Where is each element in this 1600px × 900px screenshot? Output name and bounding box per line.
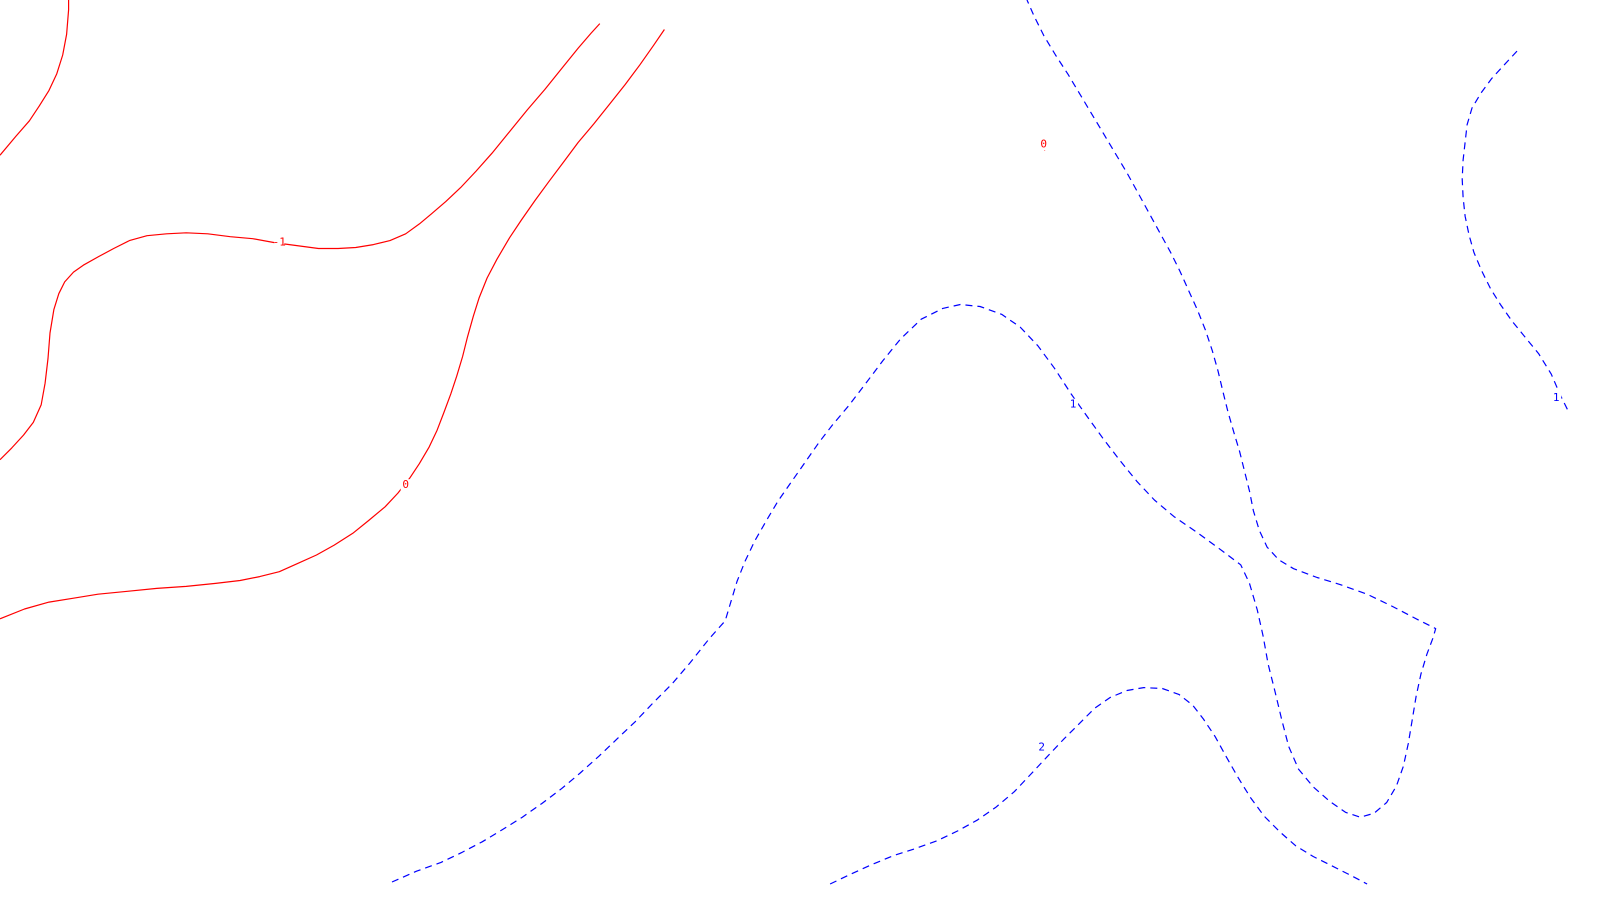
contour-label-bg bbox=[1551, 391, 1562, 404]
contour-label-bg bbox=[400, 479, 411, 492]
contour-line-level-0-0 bbox=[0, 29, 665, 620]
contour-label-0: 0 bbox=[1040, 137, 1047, 150]
contour-line-level-1-1 bbox=[1461, 50, 1569, 411]
contour-line-level-neg1-1 bbox=[0, 23, 601, 461]
contour-label-0: 0 bbox=[402, 478, 409, 491]
contour-label-bg bbox=[274, 236, 285, 249]
contour-lines bbox=[0, 0, 1569, 885]
contour-label-1: 1 bbox=[1553, 391, 1560, 404]
contour-line-level-neg1-0 bbox=[0, 0, 70, 156]
contour-label-neg1: -1 bbox=[273, 236, 286, 249]
contour-label-1: 1 bbox=[1070, 398, 1077, 411]
contour-label-bg bbox=[1038, 138, 1049, 151]
contour-label-bg bbox=[1068, 398, 1079, 411]
contour-labels: -1 0 0 1 1 2 bbox=[273, 137, 1562, 754]
contour-label-bg bbox=[1036, 741, 1047, 754]
contour-line-level-1-0 bbox=[391, 0, 1437, 883]
contour-line-level-2-0 bbox=[829, 687, 1368, 885]
contour-label-2: 2 bbox=[1038, 741, 1045, 754]
